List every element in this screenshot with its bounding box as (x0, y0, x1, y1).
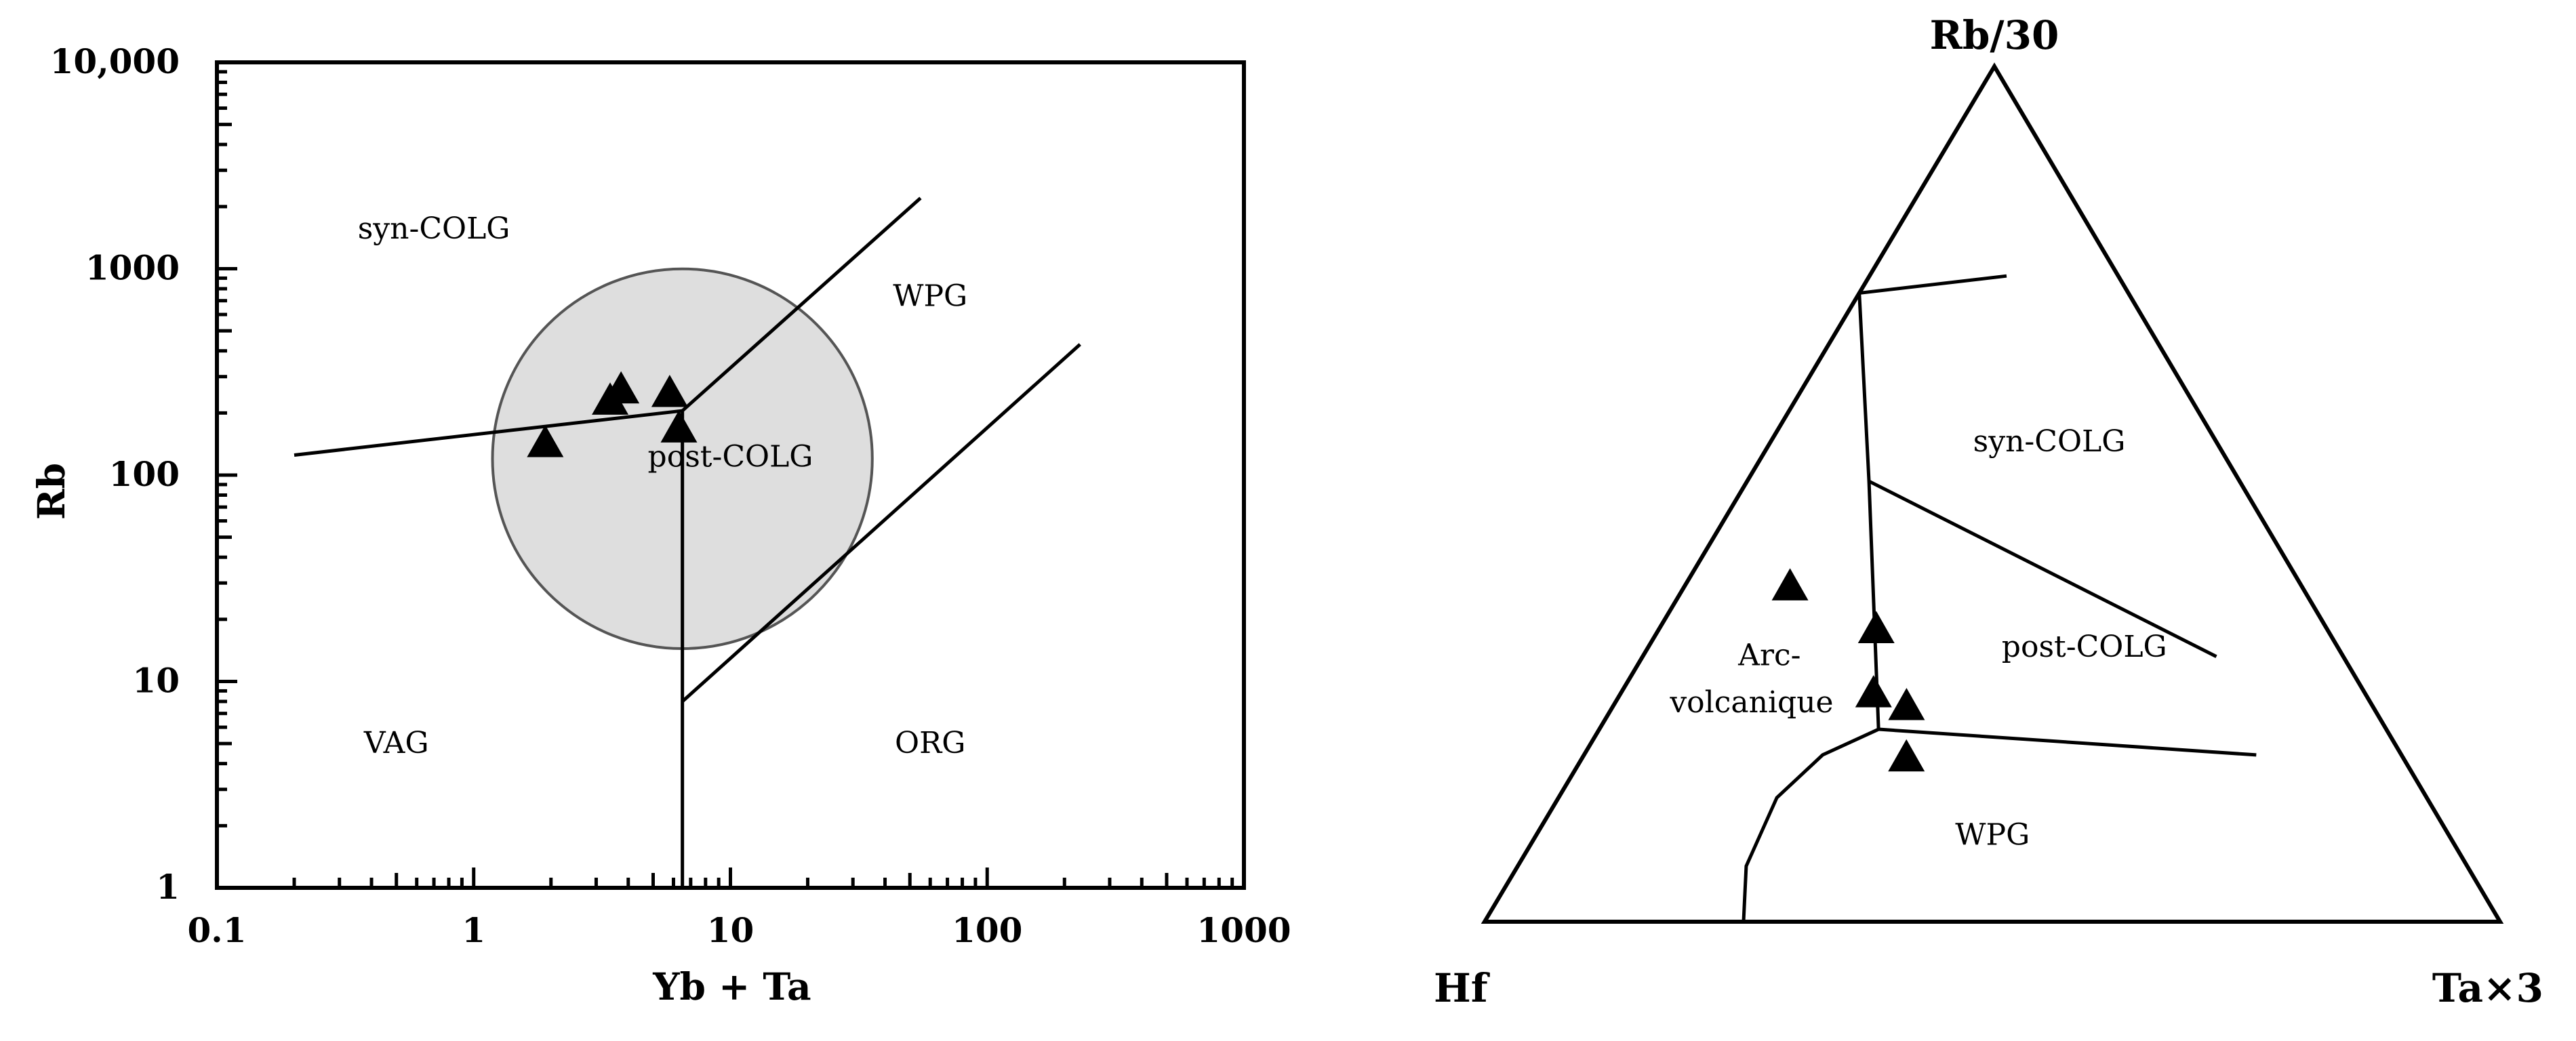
field-label: WPG (893, 279, 967, 313)
ternary-field-labels: syn-COLG post-COLG Arc-volcanique WPG (1669, 424, 2167, 853)
ternary-data-points (1771, 568, 1925, 772)
ternary-data-point (1771, 568, 1809, 600)
x-axis-label: Yb + Ta (652, 964, 811, 1008)
ternary-data-point (1855, 675, 1892, 708)
data-point (603, 371, 640, 404)
x-tick-label: 1 (462, 910, 485, 950)
ternary-frame (1481, 62, 2504, 924)
field-label: ORG (895, 726, 965, 760)
y-tick-label: 10 (132, 661, 180, 701)
ternary-boundary-line (1857, 293, 1880, 730)
data-point (527, 425, 564, 457)
ternary-field-boundaries (1742, 274, 2257, 922)
y-tick-label: 1 (156, 867, 180, 907)
y-tick-label: 100 (109, 454, 180, 494)
ternary-boundary-line (1868, 479, 2217, 659)
field-boundary-line (681, 197, 922, 412)
field-label: syn-COLG (358, 211, 510, 246)
ternary-boundary-line (1878, 727, 2257, 757)
y-axis-label: Rb (29, 463, 73, 520)
data-point (660, 410, 698, 443)
y-tick-label: 10,000 (50, 41, 180, 81)
ternary-apex-right-label: Ta×3 (2432, 965, 2543, 1011)
ternary-data-point (1888, 688, 1925, 720)
ternary-apex-left-label: Hf (1434, 965, 1491, 1011)
field-label: VAG (363, 726, 429, 760)
ternary-data-point (1888, 739, 1925, 772)
data-points (527, 371, 698, 457)
field-labels: syn-COLG WPG post-COLG VAG ORG (358, 211, 968, 760)
x-tick-label: 0.1 (188, 910, 247, 950)
ternary-boundary-line (1742, 727, 1880, 922)
ternary-boundary-line (1859, 274, 2007, 295)
ternary-field-label: post-COLG (2002, 630, 2167, 664)
data-point (651, 375, 688, 407)
field-boundary-line (681, 343, 1081, 703)
ternary-apex-top-label: Rb/30 (1930, 12, 2059, 58)
x-tick-label: 100 (952, 910, 1022, 950)
ternary-data-point (1857, 611, 1895, 643)
x-tick-label: 1000 (1196, 910, 1291, 950)
x-tick-label: 10 (707, 910, 754, 950)
ternary-field-label: syn-COLG (1973, 424, 2126, 459)
ternary-field-label: volcanique (1669, 685, 1833, 720)
ternary-plot: syn-COLG post-COLG Arc-volcanique WPG Rb/30… (1434, 12, 2543, 1011)
ternary-field-label: WPG (1955, 817, 2030, 852)
field-label: post-COLG (648, 439, 813, 474)
y-tick-label: 1000 (85, 248, 180, 288)
field-boundaries (294, 197, 1081, 888)
ternary-field-label: Arc- (1737, 638, 1800, 672)
field-boundary-line (294, 409, 683, 457)
